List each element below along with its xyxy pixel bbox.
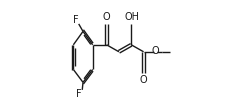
- Text: OH: OH: [124, 12, 139, 22]
- Text: F: F: [77, 89, 82, 99]
- Text: O: O: [152, 46, 160, 56]
- Text: F: F: [73, 15, 79, 25]
- Text: O: O: [103, 12, 110, 22]
- Text: O: O: [140, 75, 147, 85]
